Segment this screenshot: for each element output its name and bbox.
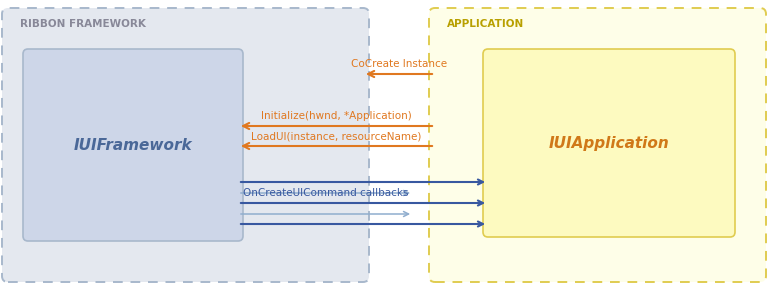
- Text: CoCreate Instance: CoCreate Instance: [351, 59, 447, 69]
- Text: APPLICATION: APPLICATION: [447, 19, 525, 29]
- FancyBboxPatch shape: [2, 8, 369, 282]
- Text: RIBBON FRAMEWORK: RIBBON FRAMEWORK: [20, 19, 146, 29]
- Text: OnCreateUICommand callbacks: OnCreateUICommand callbacks: [243, 188, 409, 198]
- FancyBboxPatch shape: [429, 8, 766, 282]
- FancyBboxPatch shape: [483, 49, 735, 237]
- Text: IUIFramework: IUIFramework: [74, 138, 192, 153]
- Text: IUIApplication: IUIApplication: [548, 136, 670, 151]
- Text: Initialize(hwnd, *Application): Initialize(hwnd, *Application): [261, 111, 412, 121]
- Text: LoadUI(instance, resourceName): LoadUI(instance, resourceName): [251, 131, 422, 141]
- FancyBboxPatch shape: [23, 49, 243, 241]
